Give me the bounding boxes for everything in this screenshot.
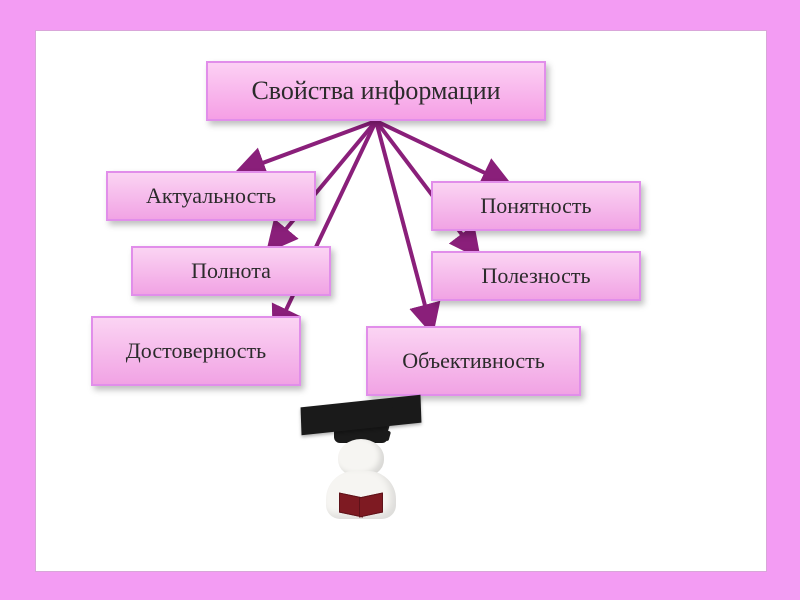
node-label: Полнота (191, 259, 271, 283)
book-icon (339, 495, 383, 513)
node-label: Полезность (481, 264, 590, 288)
node-n5: Достоверность (91, 316, 301, 386)
node-label: Достоверность (126, 339, 266, 363)
node-n6: Объективность (366, 326, 581, 396)
slide-outer: Свойства информации Актуальность Понятнос… (0, 0, 800, 600)
node-label: Актуальность (146, 184, 276, 208)
figure-body (326, 471, 396, 519)
diagram-title: Свойства информации (206, 61, 546, 121)
node-n2: Понятность (431, 181, 641, 231)
node-n3: Полнота (131, 246, 331, 296)
graduate-figure (291, 401, 431, 551)
slide-inner: Свойства информации Актуальность Понятнос… (35, 30, 767, 572)
node-label: Объективность (402, 349, 545, 373)
node-n1: Актуальность (106, 171, 316, 221)
node-n4: Полезность (431, 251, 641, 301)
node-label: Понятность (480, 194, 591, 218)
diagram-title-text: Свойства информации (251, 77, 500, 106)
